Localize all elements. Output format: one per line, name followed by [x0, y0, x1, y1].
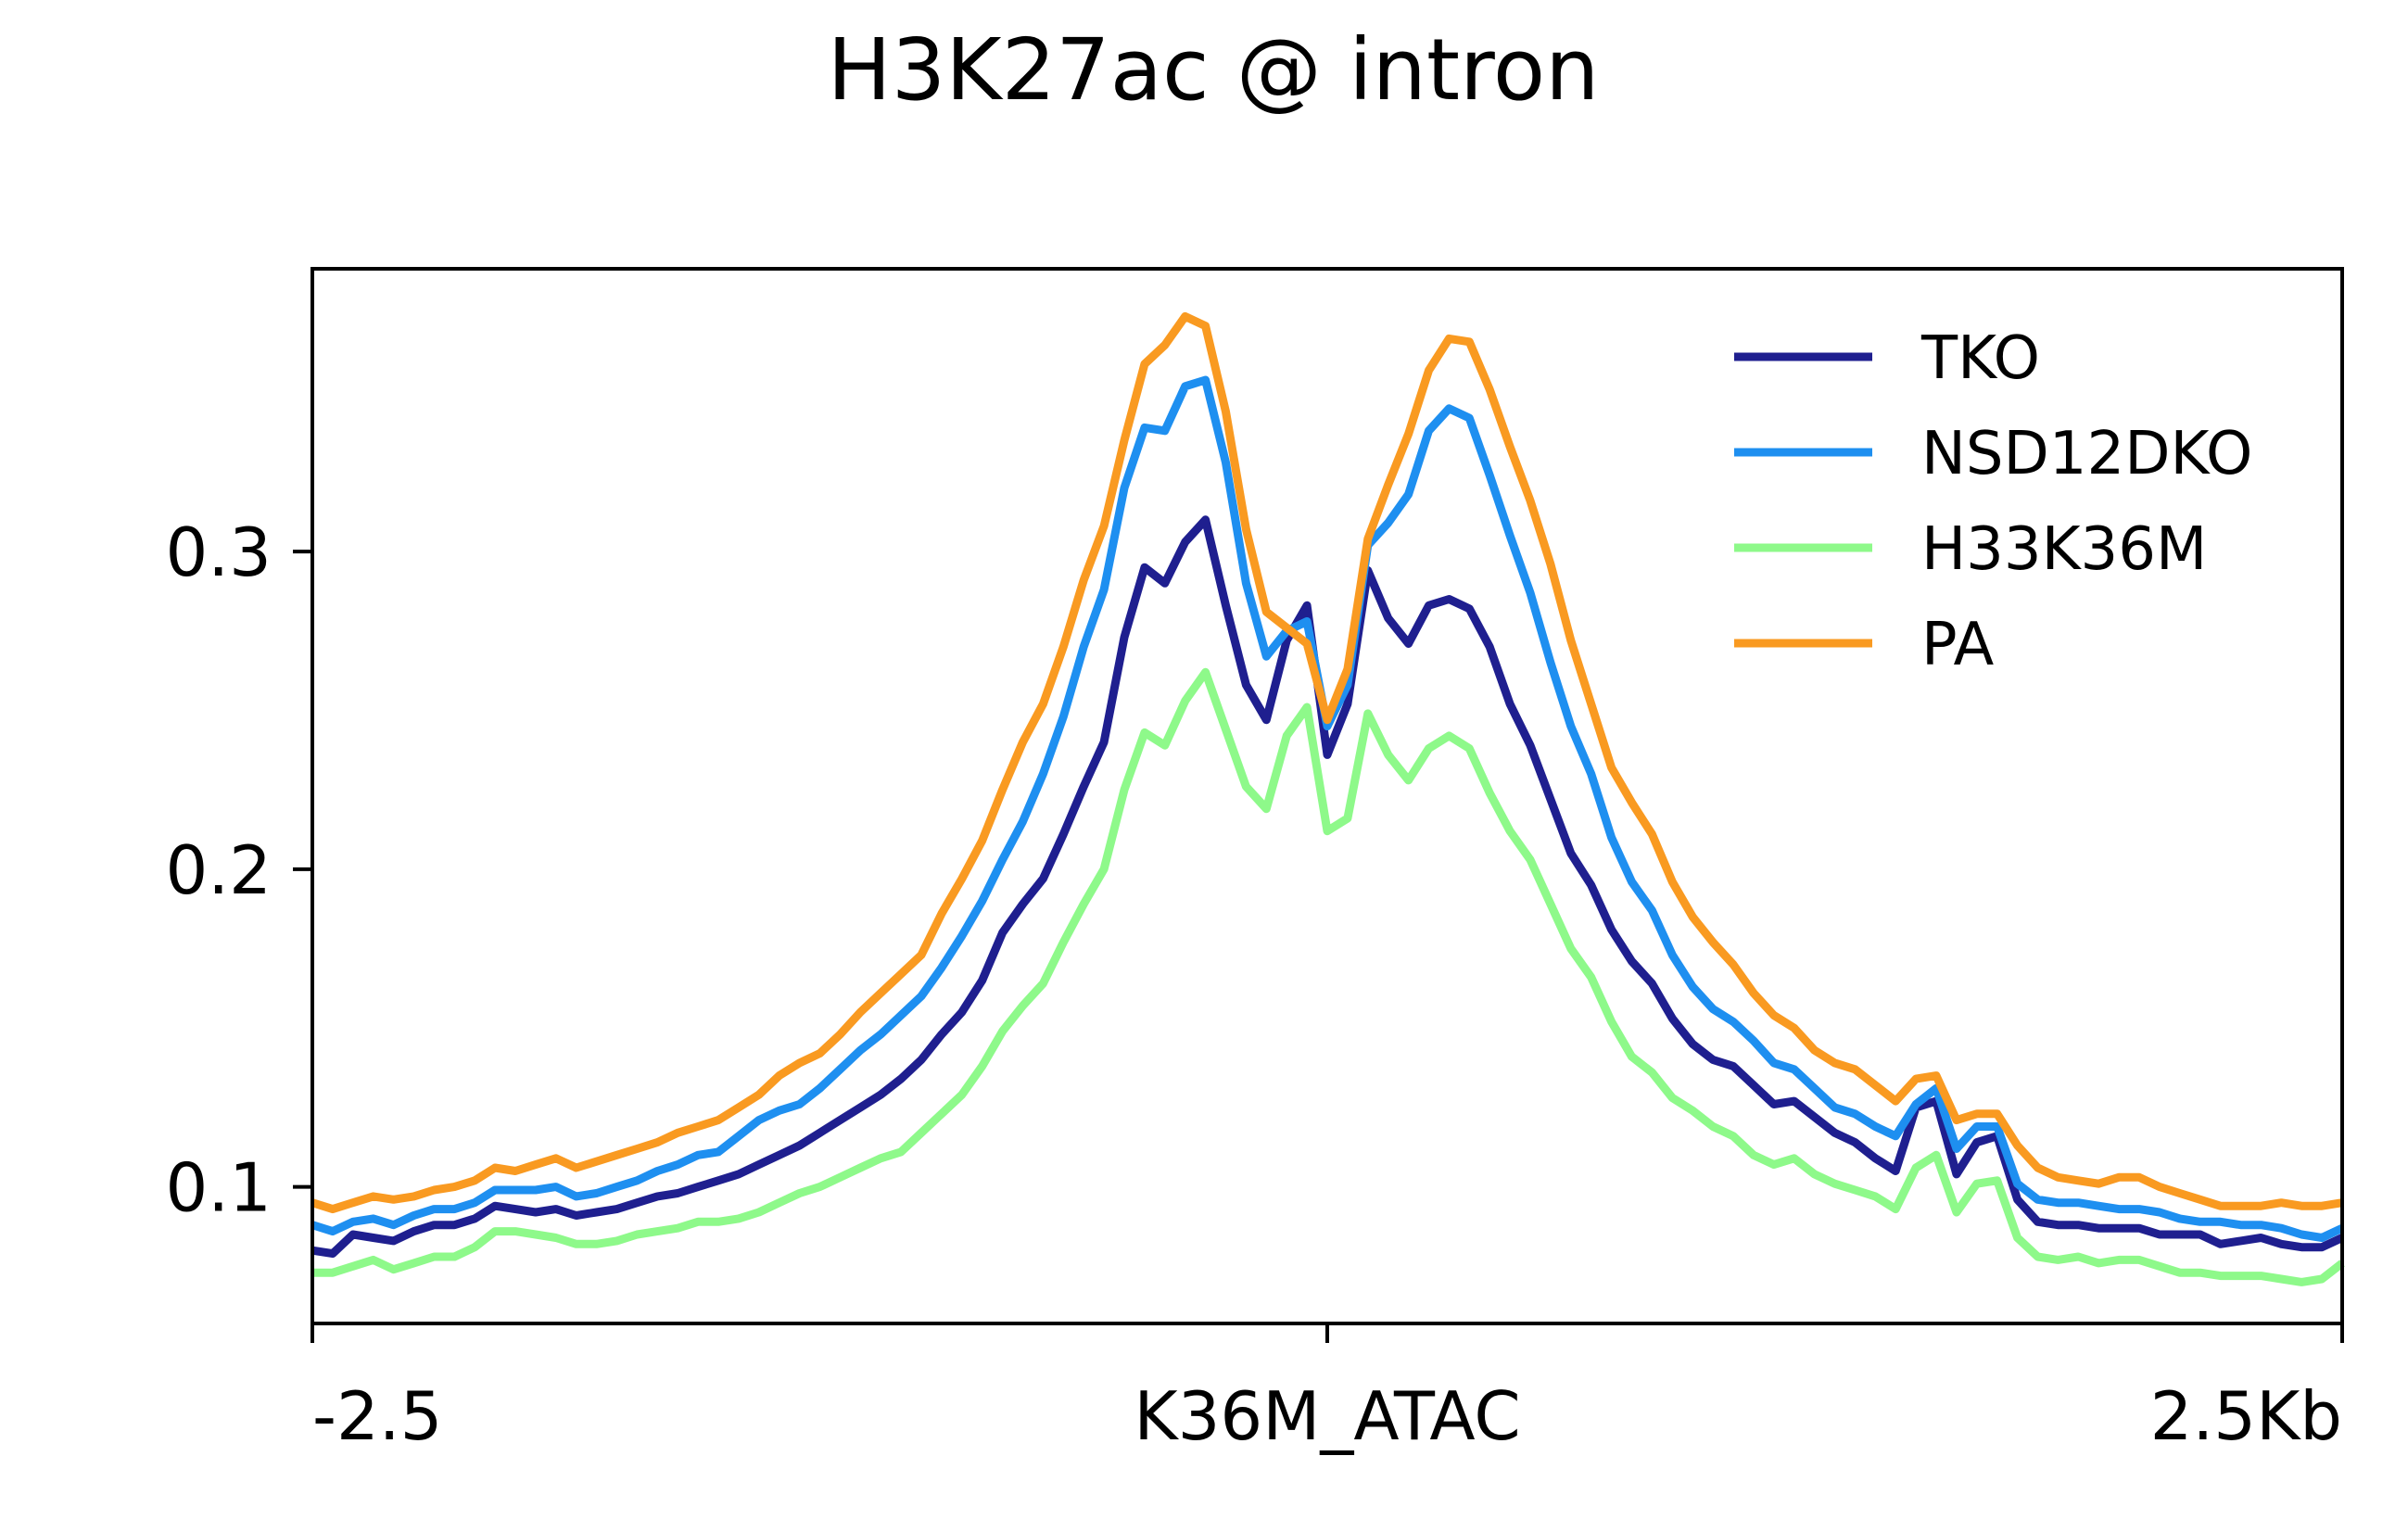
x-tick-label: 2.5Kb: [2150, 1377, 2342, 1455]
series-lines: [311, 311, 2345, 1286]
legend-label-pa: PA: [1921, 611, 1995, 679]
x-tick-label: K36M_ATAC: [1134, 1377, 1520, 1455]
series-line-tko: [311, 515, 2344, 1259]
chart-title: H3K27ac @ intron: [828, 20, 1600, 120]
legend-label-h33k36m: H33K36M: [1921, 515, 2207, 584]
y-tick-label: 0.1: [165, 1149, 272, 1227]
series-line-h33k36m: [312, 667, 2345, 1286]
x-tick-label: -2.5: [312, 1377, 442, 1455]
legend-label-tko: TKO: [1920, 324, 2040, 393]
y-axis: 0.1 0.2 0.3: [165, 513, 312, 1227]
x-axis: -2.5 K36M_ATAC 2.5Kb: [311, 1323, 2344, 1455]
y-tick-label: 0.3: [165, 513, 272, 591]
series-line-pa: [311, 311, 2343, 1214]
series-line-nsd12dko: [311, 375, 2344, 1242]
legend: TKO NSD12DKO H33K36M PA: [1734, 324, 2252, 679]
legend-label-nsd12dko: NSD12DKO: [1921, 420, 2252, 488]
y-tick-label: 0.2: [165, 831, 272, 909]
